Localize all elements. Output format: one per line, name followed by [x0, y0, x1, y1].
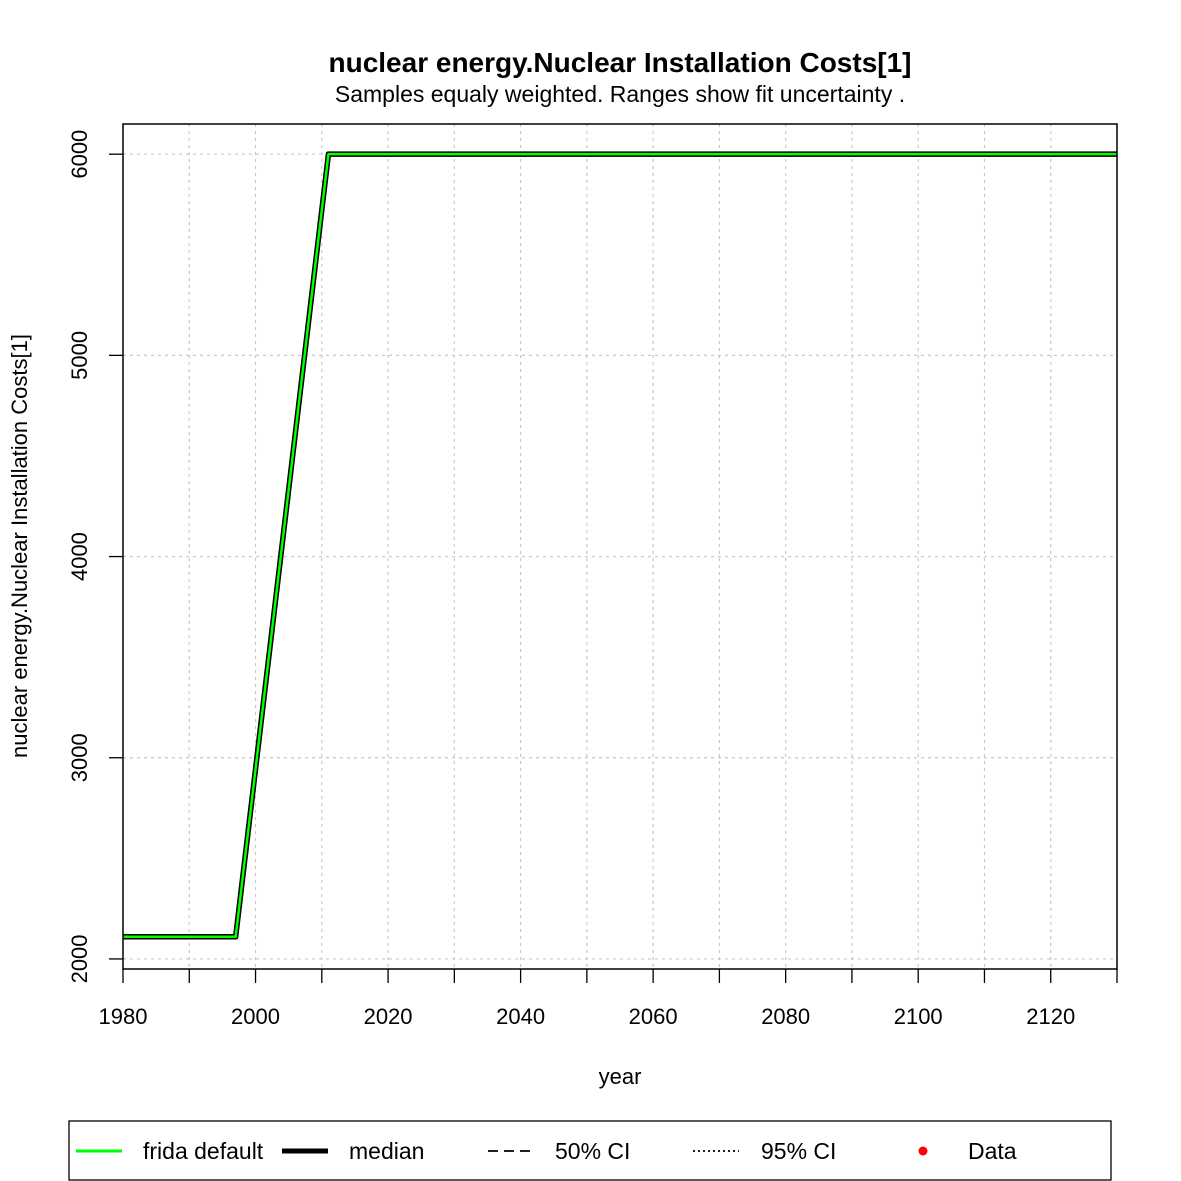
series-line-frida-default [123, 152, 1117, 939]
legend-label: frida default [143, 1138, 264, 1164]
series-line-median [123, 151, 1117, 940]
y-tick-label: 4000 [67, 532, 92, 581]
x-tick-label: 1980 [99, 1004, 148, 1029]
grid [123, 124, 1117, 969]
x-tick-label: 2080 [761, 1004, 810, 1029]
legend-label: 95% CI [761, 1138, 836, 1164]
legend: frida default median 50% CI 95% CI Data [76, 1138, 1017, 1164]
y-axis-label: nuclear energy.Nuclear Installation Cost… [7, 334, 32, 758]
legend-box [68, 1120, 1112, 1181]
legend-label: 50% CI [555, 1138, 630, 1164]
legend-label: median [349, 1138, 424, 1164]
y-tick-label: 2000 [67, 934, 92, 983]
legend-swatch-data [918, 1146, 928, 1156]
y-tick-label: 3000 [67, 733, 92, 782]
x-tick-label: 2000 [231, 1004, 280, 1029]
x-axis-label: year [599, 1064, 642, 1089]
x-tick-label: 2020 [364, 1004, 413, 1029]
y-tick-label: 6000 [67, 130, 92, 179]
x-tick-label: 2040 [496, 1004, 545, 1029]
y-axis: 2000 3000 4000 5000 6000 [67, 130, 123, 983]
plot-frame [122, 123, 1118, 970]
y-tick-label: 5000 [67, 331, 92, 380]
chart-title: nuclear energy.Nuclear Installation Cost… [329, 47, 912, 78]
x-tick-label: 2100 [894, 1004, 943, 1029]
chart-subtitle: Samples equaly weighted. Ranges show fit… [335, 81, 905, 107]
legend-label: Data [968, 1138, 1017, 1164]
x-axis: 1980 2000 2020 2040 2060 2080 2100 2120 [99, 969, 1118, 1029]
series-lines [123, 151, 1117, 940]
x-tick-label: 2120 [1026, 1004, 1075, 1029]
x-tick-label: 2060 [629, 1004, 678, 1029]
